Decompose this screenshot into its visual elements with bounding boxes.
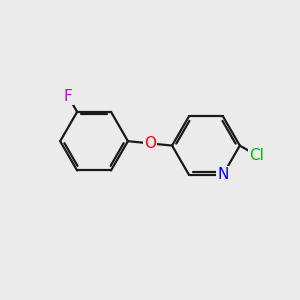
Text: Cl: Cl xyxy=(249,148,264,163)
Text: O: O xyxy=(144,136,156,151)
Text: N: N xyxy=(217,167,229,182)
Text: F: F xyxy=(64,89,73,104)
